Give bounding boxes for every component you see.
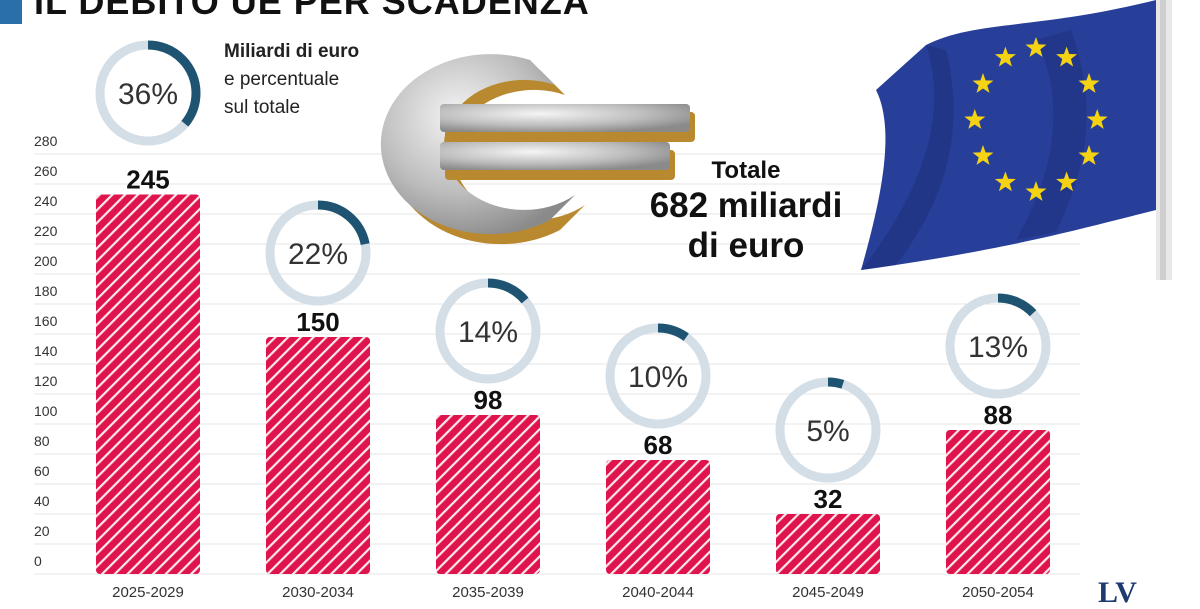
eu-flag-image [861, 0, 1172, 280]
y-tick-label: 120 [34, 373, 58, 389]
total-block: Totale 682 miliardi di euro [626, 156, 866, 266]
x-category-label: 2050-2054 [962, 584, 1034, 600]
y-tick-label: 200 [34, 253, 58, 269]
percent-ring-fill [605, 323, 711, 429]
bar [946, 430, 1050, 574]
legend-line-3: sul totale [224, 97, 301, 118]
total-value-line-2: di euro [687, 226, 805, 265]
y-tick-label: 0 [34, 553, 42, 569]
bar-value-label: 98 [474, 385, 503, 415]
percent-ring-fill [775, 377, 881, 483]
flag-star-icon [994, 171, 1016, 192]
flag-star-icon [972, 145, 994, 165]
flag-star-icon [994, 46, 1016, 67]
flag-star-icon [1086, 109, 1108, 129]
y-tick-label: 260 [34, 163, 58, 179]
percent-ring-fill [265, 200, 371, 306]
y-tick-label: 100 [34, 403, 58, 419]
flag-star-icon [1025, 181, 1047, 201]
x-category-label: 2035-2039 [452, 584, 524, 600]
flag-star-icon [1078, 73, 1100, 93]
percent-label: 14% [458, 316, 518, 349]
y-tick-label: 180 [34, 283, 58, 299]
y-tick-label: 40 [34, 493, 50, 509]
percent-ring-fill [95, 40, 201, 146]
publisher-logo: LV [1098, 576, 1137, 609]
flag-star-icon [964, 109, 986, 129]
y-tick-label: 80 [34, 433, 50, 449]
percent-label: 13% [968, 331, 1028, 364]
bar-value-label: 32 [814, 484, 843, 514]
legend-line-2: e percentuale [224, 69, 340, 90]
x-category-label: 2030-2034 [282, 584, 354, 600]
x-category-label: 2025-2029 [112, 584, 184, 600]
flag-star-icon [1078, 145, 1100, 165]
percent-label: 22% [288, 238, 348, 271]
bar [96, 194, 200, 574]
y-tick-label: 160 [34, 313, 58, 329]
legend-line-1: Miliardi di euro [224, 41, 360, 62]
bar-value-label: 88 [984, 400, 1013, 430]
x-category-label: 2040-2044 [622, 584, 694, 600]
y-tick-label: 280 [34, 133, 58, 149]
page-title: IL DEBITO UE PER SCADENZA [34, 0, 590, 22]
percent-ring-fill [945, 293, 1051, 399]
bar-value-label: 245 [126, 165, 169, 195]
bar [436, 415, 540, 574]
flag-star-icon [1056, 171, 1078, 192]
y-tick-label: 140 [34, 343, 58, 359]
y-tick-label: 60 [34, 463, 50, 479]
percent-ring-fill [435, 278, 541, 384]
total-value-line-1: 682 miliardi [649, 186, 843, 225]
bar [776, 514, 880, 574]
flag-star-icon [972, 73, 994, 93]
percent-label: 10% [628, 361, 688, 394]
y-tick-label: 20 [34, 523, 50, 539]
percent-label: 36% [118, 78, 178, 111]
title-accent-square [0, 0, 22, 24]
grid-lines: 0 20 40 60 80 100 120 140 160 180 200 220 240 260 280 [34, 133, 1080, 575]
bar-value-label: 68 [644, 430, 673, 460]
euro-symbol-illustration [380, 54, 695, 245]
flag-star-icon [1025, 37, 1047, 57]
flag-star-icon [1056, 46, 1078, 67]
bar [606, 460, 710, 574]
x-category-label: 2045-2049 [792, 584, 864, 600]
y-tick-label: 220 [34, 223, 58, 239]
y-tick-label: 240 [34, 193, 58, 209]
bar [266, 337, 370, 574]
total-label: Totale [711, 157, 781, 184]
percent-label: 5% [806, 415, 849, 448]
bar-value-label: 150 [296, 307, 339, 337]
legend-text: Miliardi di euro e percentuale sul total… [224, 38, 359, 122]
